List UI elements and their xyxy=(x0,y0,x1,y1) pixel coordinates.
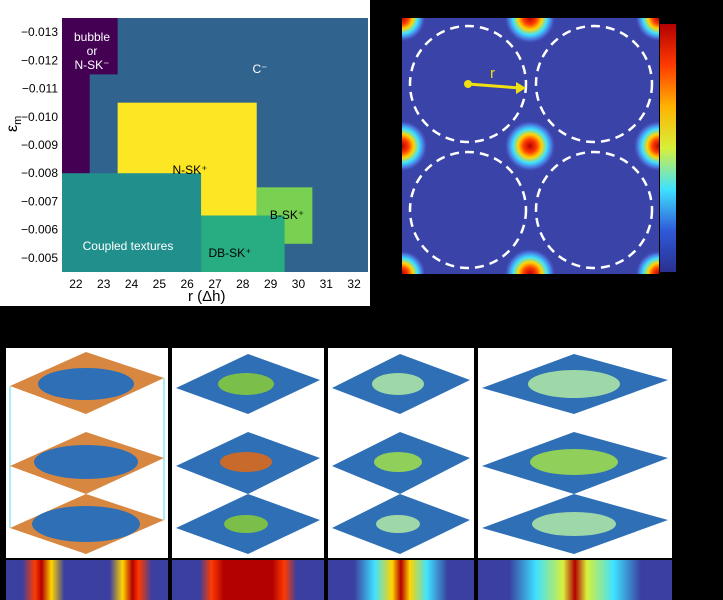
y-axis-label: εm xyxy=(4,116,24,132)
x-tick-label: 32 xyxy=(347,277,361,291)
x-tick-label: 30 xyxy=(292,277,306,291)
x-tick-label: 25 xyxy=(153,277,167,291)
bubble-line-3: N-SK⁻ xyxy=(74,58,110,72)
region-label-n-sk-plus: N-SK⁺ xyxy=(172,163,208,177)
region-label-db-sk-plus: DB-SK⁺ xyxy=(208,246,252,260)
x-tick-label: 29 xyxy=(264,277,278,291)
x-tick-label: 31 xyxy=(320,277,334,291)
phase-region-0 xyxy=(62,18,118,75)
y-tick-label: −0.009 xyxy=(21,138,58,152)
y-tick-label: −0.011 xyxy=(22,82,58,96)
y-tick-label: −0.012 xyxy=(21,53,58,67)
y-tick-label: −0.008 xyxy=(21,166,58,180)
phase-diagram-panel: 22 23 24 25 26 27 28 29 30 31 32 −0.013 −0.012 −0.01… xyxy=(0,0,370,306)
lattice-panel: r xyxy=(376,0,685,300)
phase-region-6 xyxy=(62,173,202,272)
spin-column-4 xyxy=(478,348,672,558)
cross-section-2 xyxy=(172,560,324,600)
region-label-coupled: Coupled textures xyxy=(82,239,174,253)
spin-column-3 xyxy=(328,348,474,558)
y-axis-label-main: ε xyxy=(4,124,21,132)
x-tick-label: 22 xyxy=(69,277,83,291)
phase-region-5 xyxy=(201,215,285,272)
cross-section-1 xyxy=(6,560,168,600)
vector-label: r xyxy=(490,65,495,82)
y-tick-label: −0.013 xyxy=(21,25,58,39)
bubble-line-2: or xyxy=(86,44,98,58)
phase-diagram: 22 23 24 25 26 27 28 29 30 31 32 −0.013 −0.012 −0.01… xyxy=(21,18,369,291)
x-tick-label: 23 xyxy=(97,277,111,291)
y-tick-label: −0.010 xyxy=(21,110,58,124)
x-tick-label: 24 xyxy=(125,277,139,291)
x-axis-label: r (Δh) xyxy=(188,288,226,305)
y-tick-label: −0.005 xyxy=(21,251,58,265)
x-tick-label: 28 xyxy=(236,277,250,291)
y-tick-label: −0.007 xyxy=(21,194,58,208)
y-tick-label: −0.006 xyxy=(21,223,58,237)
y-axis-label-sub: m xyxy=(12,115,25,125)
colorbar xyxy=(660,24,676,272)
x-tick-label: 26 xyxy=(181,277,195,291)
radius-vector xyxy=(464,80,526,94)
lattice-svg: r xyxy=(376,0,685,300)
x-tick-label: 27 xyxy=(208,277,222,291)
dashed-circles xyxy=(408,24,654,270)
region-label-c-minus: C⁻ xyxy=(252,62,268,76)
region-label-b-sk-plus: B-SK⁺ xyxy=(269,208,305,222)
region-label-bubble: bubble or N-SK⁻ xyxy=(62,30,122,72)
cross-section-3 xyxy=(328,560,474,600)
cross-section-4 xyxy=(478,560,672,600)
spin-column-1 xyxy=(6,348,168,558)
spin-column-2 xyxy=(172,348,324,558)
bubble-line-1: bubble xyxy=(73,30,111,44)
